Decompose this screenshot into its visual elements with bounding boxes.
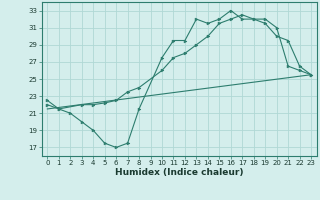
X-axis label: Humidex (Indice chaleur): Humidex (Indice chaleur) <box>115 168 244 177</box>
